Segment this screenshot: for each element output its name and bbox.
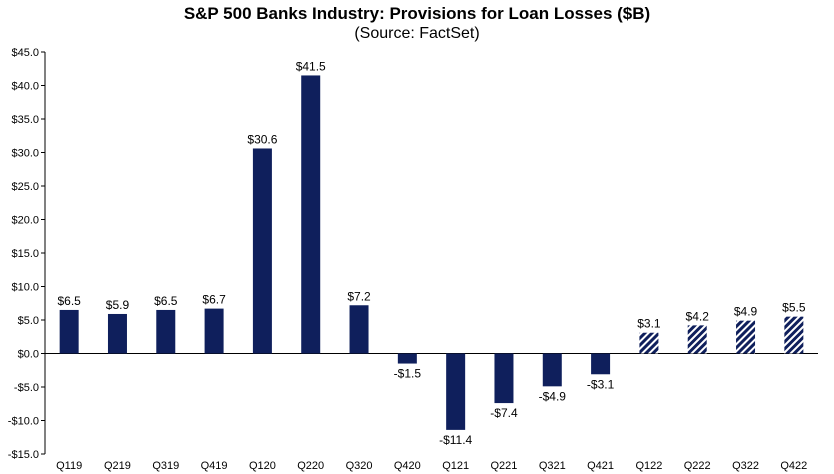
bar [301, 75, 321, 354]
chart-titles: S&P 500 Banks Industry: Provisions for L… [0, 4, 834, 44]
y-tick-label: $5.0 [18, 315, 39, 327]
x-tick-label: Q320 [346, 460, 373, 472]
bar [59, 309, 79, 354]
y-tick-label: -$10.0 [8, 416, 39, 428]
y-tick-label: -$5.0 [14, 382, 39, 394]
bar [736, 320, 756, 354]
data-label: -$11.4 [439, 433, 472, 447]
data-label: -$7.4 [490, 406, 518, 420]
data-label: $3.1 [637, 317, 661, 331]
data-label: $4.9 [734, 305, 758, 319]
bar [397, 353, 417, 364]
y-tick-label: $30.0 [11, 148, 39, 160]
bar [252, 148, 272, 354]
y-tick-label: $0.0 [18, 349, 39, 361]
data-label: $6.5 [57, 294, 81, 308]
x-tick-label: Q420 [394, 460, 421, 472]
x-tick-label: Q319 [152, 460, 179, 472]
x-tick-label: Q321 [539, 460, 566, 472]
x-tick-label: Q219 [104, 460, 131, 472]
data-label: $30.6 [247, 132, 277, 146]
bar [204, 308, 224, 354]
y-tick-label: -$15.0 [8, 449, 39, 461]
x-tick-label: Q221 [491, 460, 518, 472]
data-label: $7.2 [347, 289, 371, 303]
y-tick-label: $40.0 [11, 81, 39, 93]
bar [687, 325, 707, 354]
chart-title: S&P 500 Banks Industry: Provisions for L… [183, 4, 651, 23]
bar [494, 353, 514, 404]
x-tick-label: Q322 [732, 460, 759, 472]
bar [107, 313, 127, 354]
bar [639, 332, 659, 354]
y-tick-label: $20.0 [11, 215, 39, 227]
x-tick-label: Q121 [442, 460, 469, 472]
data-label: $5.5 [782, 301, 806, 315]
data-label: $41.5 [296, 59, 326, 73]
data-label: $6.5 [154, 294, 178, 308]
x-tick-label: Q122 [635, 460, 662, 472]
data-label: $6.7 [202, 293, 226, 307]
data-label: $5.9 [106, 298, 130, 312]
data-label: -$3.1 [587, 377, 615, 391]
x-tick-label: Q120 [249, 460, 276, 472]
x-tick-label: Q220 [297, 460, 324, 472]
bar [542, 353, 562, 387]
x-tick-label: Q421 [587, 460, 614, 472]
y-tick-label: $10.0 [11, 282, 39, 294]
x-tick-label: Q422 [780, 460, 807, 472]
y-tick-label: $15.0 [11, 248, 39, 260]
y-tick-label: $35.0 [11, 114, 39, 126]
bar [784, 316, 804, 354]
data-label: -$4.9 [539, 389, 567, 403]
data-label: -$1.5 [394, 367, 422, 381]
x-tick-label: Q119 [56, 460, 82, 472]
data-label: $4.2 [686, 309, 710, 323]
y-tick-label: $25.0 [11, 181, 39, 193]
bar [349, 305, 369, 354]
x-tick-label: Q222 [684, 460, 711, 472]
bar [591, 353, 611, 375]
x-tick-label: Q419 [201, 460, 228, 472]
chart-subtitle: (Source: FactSet) [354, 25, 480, 42]
bar [156, 309, 176, 354]
y-tick-label: $45.0 [11, 47, 39, 59]
bar [446, 353, 466, 430]
